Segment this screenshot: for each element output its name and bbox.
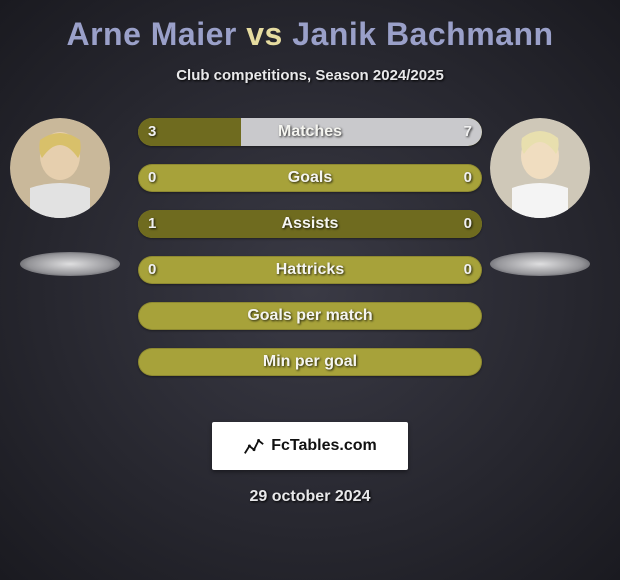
stat-bars: 37Matches 00Goals 10Assists 00Hattricks Goal…	[138, 118, 482, 394]
avatar-placeholder-icon	[10, 118, 110, 218]
stat-label: Assists	[138, 210, 482, 238]
comparison-card: Arne Maier vs Janik Bachmann Club compet…	[0, 0, 620, 506]
stat-label: Goals	[138, 164, 482, 192]
player1-shadow	[20, 252, 120, 276]
logo-icon	[243, 435, 265, 457]
stat-label: Min per goal	[138, 348, 482, 376]
subtitle: Club competitions, Season 2024/2025	[0, 67, 620, 84]
vs-text: vs	[246, 16, 283, 52]
player2-name: Janik Bachmann	[292, 16, 553, 52]
stat-label: Goals per match	[138, 302, 482, 330]
stat-row: 10Assists	[138, 210, 482, 238]
stats-arena: 37Matches 00Goals 10Assists 00Hattricks Goal…	[0, 118, 620, 418]
stat-row: 00Hattricks	[138, 256, 482, 284]
date-text: 29 october 2024	[0, 488, 620, 506]
stat-row: Min per goal	[138, 348, 482, 376]
branding-text: FcTables.com	[271, 437, 377, 455]
player1-avatar	[10, 118, 110, 218]
stat-row: 00Goals	[138, 164, 482, 192]
stat-row: 37Matches	[138, 118, 482, 146]
player1-name: Arne Maier	[66, 16, 236, 52]
avatar-placeholder-icon	[490, 118, 590, 218]
stat-label: Matches	[138, 118, 482, 146]
player2-shadow	[490, 252, 590, 276]
stat-label: Hattricks	[138, 256, 482, 284]
branding-badge[interactable]: FcTables.com	[212, 422, 408, 470]
stat-row: Goals per match	[138, 302, 482, 330]
player2-avatar	[490, 118, 590, 218]
title: Arne Maier vs Janik Bachmann	[0, 16, 620, 53]
